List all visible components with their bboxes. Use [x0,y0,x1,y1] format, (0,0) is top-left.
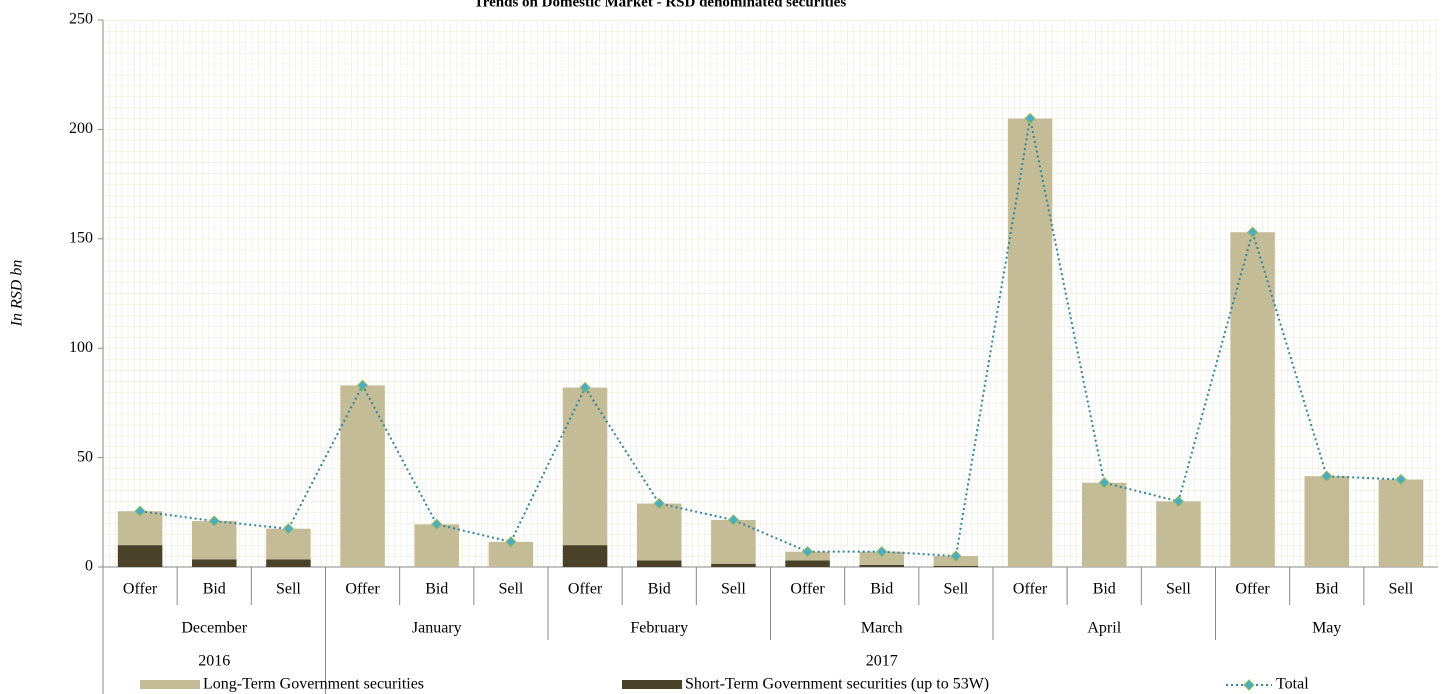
y-axis-label: In RSD bn [9,260,26,328]
bar [859,551,904,565]
x-tick-label: Offer [1013,581,1048,598]
total-line [139,118,1401,558]
bar [266,559,311,567]
x-tick-label: Offer [568,581,603,598]
total-marker [1321,470,1333,482]
month-label: December [181,620,247,637]
bar [711,563,756,567]
total-marker [356,379,369,392]
total-marker [505,536,517,548]
bar [117,545,163,567]
x-tick-label: Bid [870,581,893,598]
total-marker [1395,473,1407,486]
total-marker [431,518,443,531]
total-marker [208,515,220,527]
month-label: May [1312,620,1341,637]
total-marker [876,545,888,558]
bar [562,545,608,567]
month-label: March [861,620,903,637]
x-tick-label: Bid [1093,581,1116,598]
legend-label: Total [1276,676,1309,693]
y-tick-label: 250 [69,11,93,28]
total-marker [1024,112,1036,125]
total-marker [1246,226,1259,238]
year-label: 2016 [198,653,230,670]
x-tick-label: Sell [1166,581,1191,598]
y-tick-label: 50 [77,448,93,465]
bar [192,559,237,567]
x-tick-label: Bid [648,581,671,598]
x-tick-label: Bid [425,581,448,598]
bar [414,524,459,567]
bar [340,385,385,567]
total-marker [950,550,962,562]
legend-label: Long-Term Government securities [203,676,424,693]
total-marker [727,514,740,526]
bar [1304,476,1349,567]
month-label: January [412,620,462,637]
total-marker [801,545,814,558]
bar [637,503,682,561]
legend-marker [1243,679,1255,691]
bar [1378,479,1424,567]
y-tick-label: 150 [69,229,93,246]
bar [637,560,682,567]
x-tick-label: Sell [943,581,968,598]
bar [1230,232,1275,567]
x-tick-label: Sell [721,581,746,598]
grid-background [103,20,1438,567]
total-marker [282,523,295,535]
total-marker [134,505,146,517]
total-marker [653,497,665,510]
legend-swatch [140,680,200,689]
month-label: April [1087,620,1121,637]
chart-title: Trends on Domestic Market - RSD denomina… [474,0,846,10]
bar [1156,501,1201,567]
total-marker [1098,477,1110,489]
y-tick-label: 100 [69,339,93,356]
x-tick-label: Sell [1388,581,1413,598]
bar [192,521,237,560]
month-label: February [630,620,688,637]
x-tick-label: Offer [1235,581,1270,598]
bar [562,387,608,546]
y-tick-label: 0 [85,558,93,575]
x-tick-label: Bid [203,581,226,598]
legend-label: Short-Term Government securities (up to … [685,676,989,693]
bar [1007,118,1053,568]
total-marker [1172,495,1185,508]
total-marker [579,381,591,394]
x-tick-label: Sell [276,581,301,598]
bar [933,565,979,567]
x-tick-label: Sell [498,581,523,598]
x-tick-label: Offer [345,581,380,598]
y-tick-label: 200 [69,120,93,137]
legend-swatch [622,680,682,689]
x-tick-label: Bid [1315,581,1338,598]
x-tick-label: Offer [123,581,158,598]
year-label: 2017 [866,653,898,670]
x-tick-label: Offer [790,581,825,598]
bar [859,564,904,567]
bar [1082,482,1127,567]
bar [785,560,830,567]
